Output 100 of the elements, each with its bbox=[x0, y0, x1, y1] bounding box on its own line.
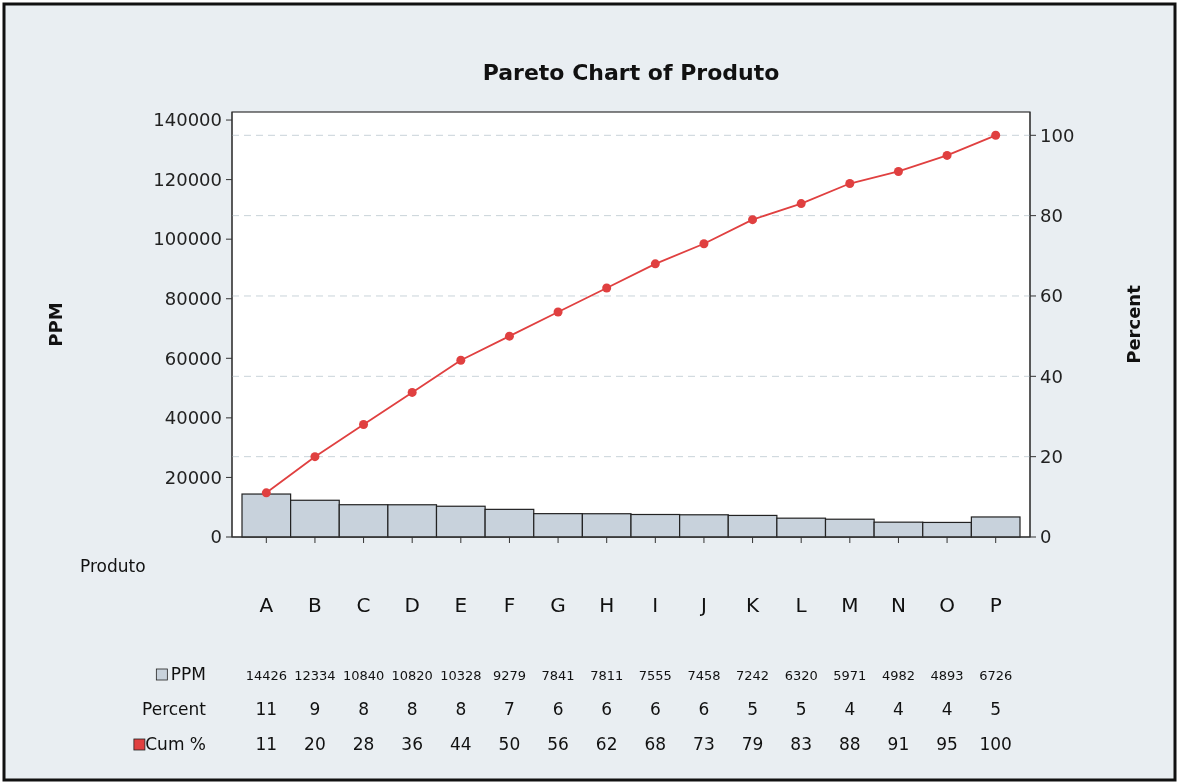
data-label: 9279 bbox=[492, 668, 526, 683]
y-axis-title: PPM bbox=[45, 302, 66, 347]
data-label: 88 bbox=[838, 734, 861, 754]
data-label: 62 bbox=[595, 734, 618, 754]
data-label: 79 bbox=[741, 734, 764, 754]
text: 8 bbox=[406, 699, 418, 719]
text: 6 bbox=[698, 699, 710, 719]
point bbox=[796, 199, 806, 209]
data-label: 4982 bbox=[881, 668, 915, 683]
text: 9 bbox=[309, 699, 321, 719]
point bbox=[650, 259, 660, 269]
text: 5 bbox=[747, 699, 758, 719]
data-label: 10840 bbox=[342, 668, 385, 683]
y-tick-label: 100000 bbox=[153, 228, 222, 250]
x-tick-label: H bbox=[599, 593, 615, 617]
point bbox=[407, 387, 417, 397]
text: 11 bbox=[255, 699, 278, 719]
data-label: 50 bbox=[498, 734, 521, 754]
x-tick-label: K bbox=[746, 593, 760, 617]
data-label: 7458 bbox=[687, 668, 721, 683]
point bbox=[553, 307, 563, 317]
legend-label: Cum % bbox=[145, 734, 206, 754]
text: 4 bbox=[844, 699, 856, 719]
chart-title: Pareto Chart of Produto bbox=[482, 60, 780, 85]
data-label: 83 bbox=[790, 734, 813, 754]
x-tick-label: I bbox=[652, 593, 659, 617]
x-tick-label: P bbox=[989, 593, 1002, 617]
data-label: 56 bbox=[547, 734, 569, 754]
text: 4 bbox=[893, 699, 904, 719]
text: Percent bbox=[142, 699, 207, 719]
data-label: 6726 bbox=[979, 668, 1013, 683]
point bbox=[991, 130, 1001, 140]
x-tick-label: A bbox=[259, 593, 274, 617]
data-label: 14426 bbox=[245, 668, 287, 683]
data-label: 7811 bbox=[590, 668, 624, 683]
y2-tick-label: 20 bbox=[1040, 445, 1063, 467]
text: 8 bbox=[455, 699, 467, 719]
data-label: 5971 bbox=[833, 668, 867, 683]
text: 5 bbox=[990, 699, 1002, 719]
point bbox=[845, 179, 855, 188]
point bbox=[942, 150, 952, 160]
x-tick-label: J bbox=[698, 593, 707, 617]
text: 7 bbox=[504, 699, 515, 719]
point bbox=[893, 166, 903, 176]
data-label: 95 bbox=[936, 734, 958, 754]
x-tick-label: E bbox=[454, 593, 468, 617]
x-tick-label: C bbox=[356, 593, 371, 617]
data-label: 28 bbox=[352, 734, 375, 754]
data-label: 4893 bbox=[930, 668, 964, 683]
point bbox=[699, 239, 709, 249]
data-label: 91 bbox=[887, 734, 910, 754]
legend-label: PPM bbox=[170, 664, 206, 684]
data-label: 6320 bbox=[784, 668, 818, 683]
text: 8 bbox=[358, 699, 369, 719]
data-label: 11 bbox=[255, 734, 278, 754]
data-label: 100 bbox=[979, 734, 1012, 754]
data-label: 7841 bbox=[541, 668, 575, 683]
y2-tick-label: 60 bbox=[1040, 285, 1063, 307]
y2-tick-label: 40 bbox=[1040, 365, 1063, 387]
point bbox=[310, 452, 320, 462]
point bbox=[504, 331, 514, 341]
y-tick-label: 80000 bbox=[164, 288, 222, 310]
data-label: 10328 bbox=[440, 668, 482, 683]
text: 6 bbox=[649, 699, 661, 719]
point bbox=[359, 420, 369, 430]
point bbox=[261, 488, 271, 498]
x-tick-label: L bbox=[795, 593, 808, 617]
x-tick-label: B bbox=[308, 593, 322, 617]
y-tick-label: 60000 bbox=[164, 347, 222, 369]
y2-tick-label: 0 bbox=[1040, 526, 1052, 548]
data-label: 7555 bbox=[638, 668, 672, 683]
x-axis-title: Produto bbox=[80, 556, 146, 576]
y-tick-label: 120000 bbox=[153, 168, 222, 190]
x-tick-label: F bbox=[503, 593, 516, 617]
text: 5 bbox=[795, 699, 807, 719]
point bbox=[748, 215, 758, 225]
text: 6 bbox=[552, 699, 564, 719]
y2-axis-title: Percent bbox=[1123, 284, 1144, 364]
x-tick-label: O bbox=[939, 593, 955, 617]
data-label: 44 bbox=[449, 734, 472, 754]
data-label: 68 bbox=[644, 734, 667, 754]
text: 6 bbox=[601, 699, 613, 719]
point bbox=[602, 283, 612, 293]
y-tick-label: 20000 bbox=[164, 466, 222, 488]
data-label: 7242 bbox=[736, 668, 770, 683]
data-label: 20 bbox=[304, 734, 326, 754]
data-label: 36 bbox=[401, 734, 424, 754]
data-label: 73 bbox=[693, 734, 715, 754]
y2-tick-label: 100 bbox=[1040, 124, 1075, 146]
y2-tick-label: 80 bbox=[1040, 204, 1063, 226]
data-label: 12334 bbox=[294, 668, 336, 683]
y-tick-label: 0 bbox=[210, 526, 222, 548]
data-label: 10820 bbox=[391, 668, 433, 683]
y-tick-label: 40000 bbox=[164, 407, 222, 429]
y-tick-label: 140000 bbox=[153, 109, 222, 131]
point bbox=[456, 355, 466, 365]
x-tick-label: G bbox=[550, 593, 566, 617]
text: 4 bbox=[941, 699, 953, 719]
x-tick-label: M bbox=[841, 593, 859, 617]
x-tick-label: N bbox=[890, 593, 906, 617]
